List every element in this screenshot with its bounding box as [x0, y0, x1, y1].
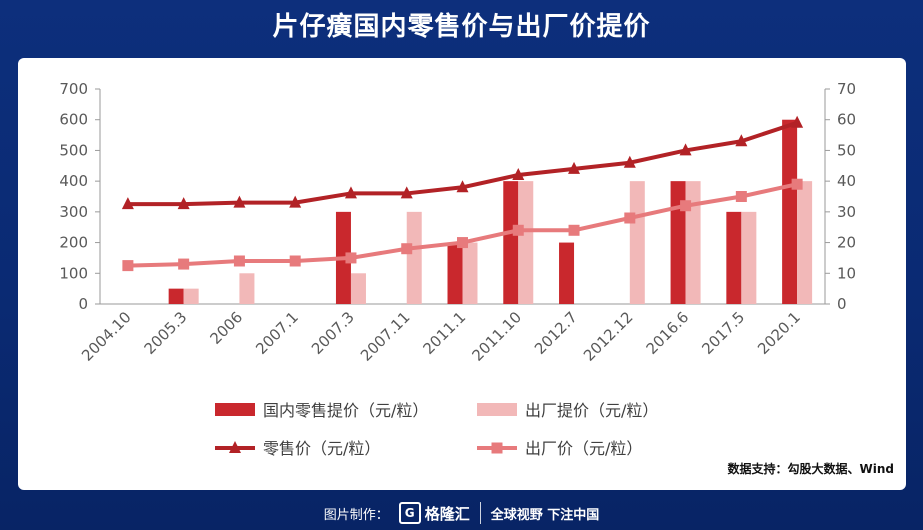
x-tick-label: 2011.1 — [419, 308, 469, 358]
x-tick-label: 2020.1 — [754, 308, 804, 358]
footer-logo: G 格隆汇 — [398, 502, 470, 524]
factory-price-point — [233, 255, 245, 267]
right-axis-tick-label: 40 — [837, 172, 856, 190]
x-tick-label: 2012.12 — [580, 308, 637, 365]
bar-factory-increase — [797, 181, 813, 304]
footer-divider — [479, 502, 481, 524]
footer-logo-text: 格隆汇 — [424, 504, 470, 523]
x-tick-label: 2011.10 — [469, 308, 526, 365]
bar-retail-increase — [726, 211, 742, 304]
retail-price-point — [289, 195, 302, 208]
right-axis-tick-label: 20 — [837, 234, 856, 252]
retail-price-point — [456, 180, 469, 193]
chart: 0 100 200 300 400 500 600 700 0 10 20 30 40 50 60 70 20… — [59, 80, 856, 458]
bar-retail-increase — [447, 242, 463, 304]
factory-price-point — [624, 212, 636, 224]
factory-price-point — [122, 260, 134, 272]
footer: 图片制作： G 格隆汇 全球视野 下注中国 — [0, 496, 923, 530]
legend-label: 国内零售提价（元/粒） — [263, 401, 428, 420]
retail-price-point — [735, 134, 748, 147]
left-axis-tick-label: 600 — [59, 111, 88, 129]
x-tick-label: 2016.6 — [643, 308, 693, 358]
bar-factory-increase — [629, 181, 645, 304]
legend-label: 出厂提价（元/粒） — [525, 401, 658, 420]
bar-factory-increase — [741, 211, 757, 304]
retail-price-point — [344, 186, 357, 199]
bar-factory-increase — [462, 242, 478, 304]
retail-price-point — [177, 197, 190, 210]
x-tick-label: 2005.3 — [141, 308, 191, 358]
retail-price-point — [791, 115, 804, 128]
x-tick-label: 2017.5 — [698, 308, 748, 358]
bar-retail-increase — [782, 119, 798, 304]
data-source-note: 数据支持：勾股大数据、Wind — [727, 462, 894, 476]
retail-price-point — [568, 161, 581, 174]
factory-price-point — [568, 224, 580, 236]
x-tick-label: 2006 — [207, 308, 247, 348]
left-axis-tick-label: 0 — [78, 295, 88, 313]
right-axis-tick-label: 0 — [837, 295, 847, 313]
factory-price-point — [401, 243, 413, 255]
factory-price-point — [791, 178, 803, 190]
right-axis-tick-label: 60 — [837, 111, 856, 129]
x-tick-label: 2007.3 — [308, 308, 358, 358]
factory-price-point — [345, 252, 357, 264]
retail-price-point — [400, 186, 413, 199]
bar-factory-increase — [685, 181, 701, 304]
right-axis-tick-label: 30 — [837, 203, 856, 221]
logo-icon: G — [398, 502, 421, 524]
footer-slogan: 全球视野 下注中国 — [490, 507, 600, 523]
bar-retail-increase — [559, 242, 575, 304]
chart-panel: 0 100 200 300 400 500 600 700 0 10 20 30 40 50 60 70 20… — [18, 58, 906, 490]
left-axis-tick-label: 100 — [59, 264, 88, 282]
retail-price-point — [121, 197, 134, 210]
factory-price-point — [735, 191, 747, 202]
left-axis-tick-label: 200 — [59, 234, 88, 252]
left-axis-tick-label: 300 — [59, 203, 88, 221]
legend-swatch — [215, 403, 255, 416]
x-tick-label: 2004.10 — [78, 308, 135, 365]
legend-marker — [229, 441, 241, 453]
footer-label: 图片制作： — [323, 507, 389, 523]
legend-label: 零售价（元/粒） — [263, 439, 380, 458]
bar-factory-increase — [183, 288, 199, 304]
right-axis-tick-label: 10 — [837, 264, 856, 282]
bar-factory-increase — [406, 211, 422, 304]
bar-retail-increase — [168, 288, 184, 304]
retail-price-point — [233, 195, 246, 208]
retail-price-point — [512, 168, 525, 180]
factory-price-point — [457, 237, 468, 249]
page-title: 片仔癀国内零售价与出厂价提价 — [272, 12, 651, 42]
x-tick-label: 2007.1 — [252, 308, 302, 358]
retail-price-point — [679, 143, 692, 156]
bar-factory-increase — [350, 273, 366, 304]
x-tick-label: 2007.11 — [357, 308, 414, 365]
factory-price-point — [178, 258, 190, 270]
left-axis-tick-label: 400 — [59, 172, 88, 190]
factory-price-point — [680, 200, 692, 212]
left-axis-tick-label: 500 — [59, 141, 88, 159]
legend-marker — [491, 442, 503, 454]
bar-retail-increase — [670, 181, 686, 304]
factory-price-point — [512, 224, 524, 236]
legend-swatch — [477, 403, 517, 416]
left-axis-tick-label: 700 — [59, 80, 88, 98]
x-tick-label: 2012.7 — [531, 308, 581, 358]
bar-factory-increase — [518, 181, 534, 304]
factory-price-point — [289, 255, 301, 267]
bar-retail-increase — [503, 181, 519, 304]
right-axis-tick-label: 50 — [837, 141, 856, 159]
retail-price-point — [623, 155, 636, 168]
bar-factory-increase — [239, 273, 255, 304]
legend-label: 出厂价（元/粒） — [525, 439, 642, 458]
right-axis-tick-label: 70 — [837, 80, 856, 98]
